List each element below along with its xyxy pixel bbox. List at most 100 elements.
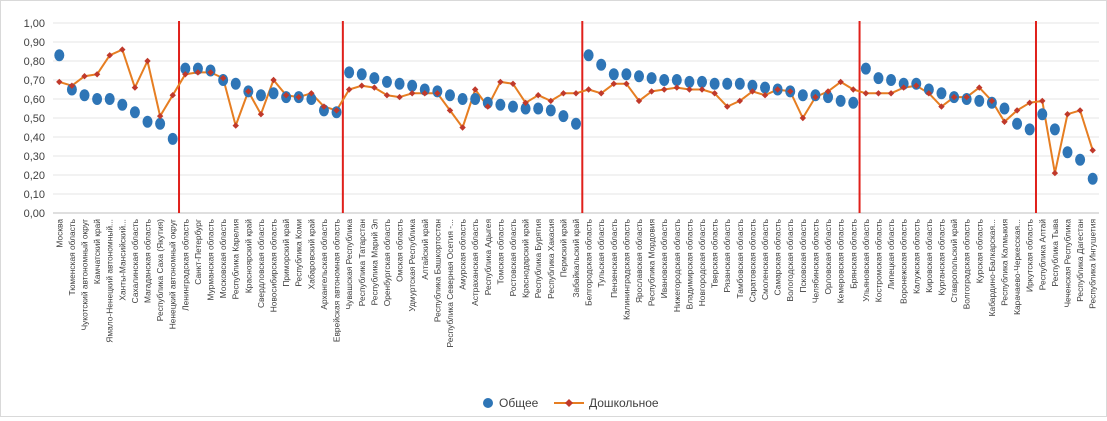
- x-tick-label: Краснодарский край: [521, 219, 531, 298]
- x-tick-label: Владимирская область: [684, 218, 694, 309]
- data-point-obshchee: [419, 83, 430, 96]
- data-point-obshchee: [571, 117, 581, 130]
- x-tick-label: Саратовская область: [747, 218, 757, 302]
- data-point-obshchee: [709, 77, 720, 90]
- x-tick-label: Воронежская область: [899, 218, 909, 304]
- x-tick-label: Московская область: [218, 218, 228, 298]
- x-tick-label: Калужская область: [911, 218, 921, 294]
- data-point-doshkolnoe: [106, 52, 113, 59]
- data-point-doshkolnoe: [522, 99, 529, 106]
- data-point-doshkolnoe: [963, 93, 970, 101]
- x-tick-label: Смоленская область: [760, 218, 770, 300]
- data-point-doshkolnoe: [131, 84, 139, 91]
- data-point-obshchee: [974, 94, 985, 107]
- data-point-obshchee: [999, 102, 1010, 115]
- y-tick-label: 1,00: [24, 18, 45, 30]
- x-tick-label: Ставропольский край: [949, 219, 959, 303]
- data-point-obshchee: [381, 75, 392, 88]
- data-point-obshchee: [407, 79, 418, 92]
- x-tick-label: Новгородская область: [697, 218, 707, 306]
- data-point-obshchee: [671, 74, 682, 86]
- data-point-doshkolnoe: [1039, 97, 1046, 105]
- data-point-obshchee: [898, 77, 909, 90]
- data-point-obshchee: [167, 132, 178, 145]
- data-point-doshkolnoe: [736, 97, 744, 105]
- x-tick-label: Орловская область: [823, 218, 833, 294]
- data-point-obshchee: [306, 93, 317, 105]
- x-tick-label: Республика Саха (Якутия): [155, 219, 165, 321]
- data-point-obshchee: [318, 104, 329, 117]
- x-tick-label: Красноярский край: [243, 219, 253, 293]
- x-tick-label: Амурская область: [458, 218, 468, 289]
- data-point-obshchee: [470, 93, 481, 105]
- data-point-obshchee: [1075, 153, 1086, 166]
- data-point-doshkolnoe: [56, 78, 63, 86]
- x-tick-label: Курская область: [974, 218, 984, 283]
- data-point-doshkolnoe: [1076, 107, 1084, 114]
- data-point-doshkolnoe: [232, 122, 239, 129]
- x-tick-label: Ленинградская область: [180, 218, 190, 311]
- data-point-doshkolnoe: [976, 84, 983, 91]
- x-tick-label: Республика Башкортостан: [432, 219, 442, 322]
- data-point-doshkolnoe: [446, 107, 454, 114]
- data-point-obshchee: [533, 102, 544, 115]
- data-point-doshkolnoe: [320, 103, 328, 110]
- data-point-doshkolnoe: [862, 90, 870, 97]
- x-tick-label: Архангельская область: [319, 218, 329, 309]
- x-tick-label: Ульяновская область: [861, 218, 871, 301]
- x-tick-label: Пензенская область: [609, 218, 619, 298]
- x-tick-label: Кировская область: [924, 218, 934, 292]
- data-point-doshkolnoe: [635, 97, 643, 105]
- data-point-obshchee: [117, 98, 128, 111]
- data-point-doshkolnoe: [119, 46, 126, 53]
- x-tick-label: Нижегородская область: [672, 218, 682, 312]
- data-point-obshchee: [92, 93, 103, 105]
- x-tick-label: Псковская область: [798, 218, 808, 292]
- data-point-obshchee: [444, 89, 455, 102]
- data-point-doshkolnoe: [698, 86, 706, 93]
- x-tick-label: Курганская область: [936, 218, 946, 295]
- x-tick-label: Республика Марий Эл: [369, 219, 379, 306]
- data-point-doshkolnoe: [648, 88, 655, 95]
- data-point-doshkolnoe: [345, 86, 353, 93]
- x-tick-label: Челябинская область: [810, 218, 820, 303]
- data-point-doshkolnoe: [144, 57, 151, 65]
- data-point-doshkolnoe: [534, 92, 542, 99]
- data-point-obshchee: [369, 72, 380, 85]
- data-point-obshchee: [394, 77, 405, 90]
- data-point-doshkolnoe: [245, 88, 252, 95]
- x-tick-label: Забайкальский край: [571, 219, 581, 298]
- x-tick-label: Республика Бурятия: [533, 219, 543, 298]
- data-point-doshkolnoe: [774, 86, 781, 93]
- data-point-obshchee: [230, 77, 241, 90]
- x-tick-label: Еврейская автономная область: [332, 218, 342, 342]
- data-point-obshchee: [520, 102, 531, 115]
- x-tick-label: Чеченская Республика: [1062, 219, 1072, 308]
- x-tick-label: Тульская область: [596, 218, 606, 287]
- legend-marker-obshchee: [483, 398, 493, 408]
- data-point-obshchee: [596, 58, 607, 71]
- data-point-obshchee: [180, 62, 191, 75]
- data-point-obshchee: [142, 115, 153, 128]
- data-point-doshkolnoe: [93, 71, 101, 78]
- data-point-doshkolnoe: [282, 92, 290, 99]
- x-tick-label: Алтайский край: [420, 219, 430, 280]
- data-point-obshchee: [558, 110, 569, 123]
- x-tick-label: Астраханская область: [470, 218, 480, 306]
- x-tick-label: Приморский край: [281, 219, 291, 287]
- data-point-doshkolnoe: [938, 103, 945, 110]
- data-point-doshkolnoe: [875, 90, 882, 97]
- x-tick-label: Самарская область: [773, 218, 783, 295]
- data-point-obshchee: [747, 79, 758, 92]
- data-point-doshkolnoe: [673, 84, 681, 91]
- data-point-doshkolnoe: [560, 90, 567, 97]
- data-point-doshkolnoe: [749, 88, 756, 95]
- data-point-obshchee: [621, 68, 632, 81]
- data-point-obshchee: [923, 83, 934, 96]
- data-point-obshchee: [507, 100, 518, 113]
- data-point-obshchee: [823, 91, 834, 104]
- x-tick-label: Москва: [54, 219, 64, 248]
- data-point-obshchee: [646, 72, 657, 85]
- x-tick-label: Республика Калмыкия: [999, 219, 1009, 306]
